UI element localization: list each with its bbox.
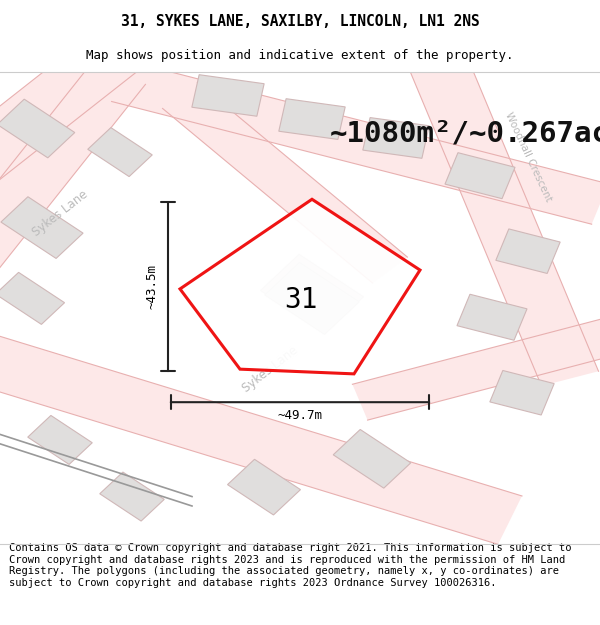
Text: Sykes Lane: Sykes Lane (240, 344, 300, 395)
Polygon shape (180, 199, 420, 374)
Polygon shape (352, 314, 600, 420)
Polygon shape (0, 331, 522, 544)
Polygon shape (490, 371, 554, 415)
Polygon shape (227, 459, 301, 515)
Polygon shape (363, 118, 429, 158)
Polygon shape (496, 229, 560, 274)
Polygon shape (403, 41, 599, 386)
Text: 31: 31 (284, 286, 318, 314)
Text: Map shows position and indicative extent of the property.: Map shows position and indicative extent… (86, 49, 514, 62)
Polygon shape (100, 472, 164, 521)
Text: Woodhall Crescent: Woodhall Crescent (503, 111, 553, 203)
Polygon shape (445, 152, 515, 199)
Polygon shape (163, 82, 407, 283)
Text: Contains OS data © Crown copyright and database right 2021. This information is : Contains OS data © Crown copyright and d… (9, 543, 571, 588)
Polygon shape (1, 197, 83, 259)
Polygon shape (333, 429, 411, 488)
Text: ~43.5m: ~43.5m (146, 264, 159, 309)
Text: ~49.7m: ~49.7m (277, 409, 323, 422)
Polygon shape (279, 99, 345, 139)
Polygon shape (192, 75, 264, 116)
Text: Sykes Lane: Sykes Lane (30, 188, 90, 239)
Polygon shape (260, 254, 364, 333)
Polygon shape (88, 127, 152, 177)
Text: 31, SYKES LANE, SAXILBY, LINCOLN, LN1 2NS: 31, SYKES LANE, SAXILBY, LINCOLN, LN1 2N… (121, 14, 479, 29)
Polygon shape (0, 59, 145, 273)
Polygon shape (28, 416, 92, 464)
Polygon shape (0, 6, 173, 184)
Text: ~1080m²/~0.267ac.: ~1080m²/~0.267ac. (330, 119, 600, 147)
Polygon shape (457, 294, 527, 340)
Polygon shape (112, 61, 600, 224)
Polygon shape (0, 99, 75, 158)
Polygon shape (0, 272, 65, 324)
Polygon shape (265, 262, 359, 334)
